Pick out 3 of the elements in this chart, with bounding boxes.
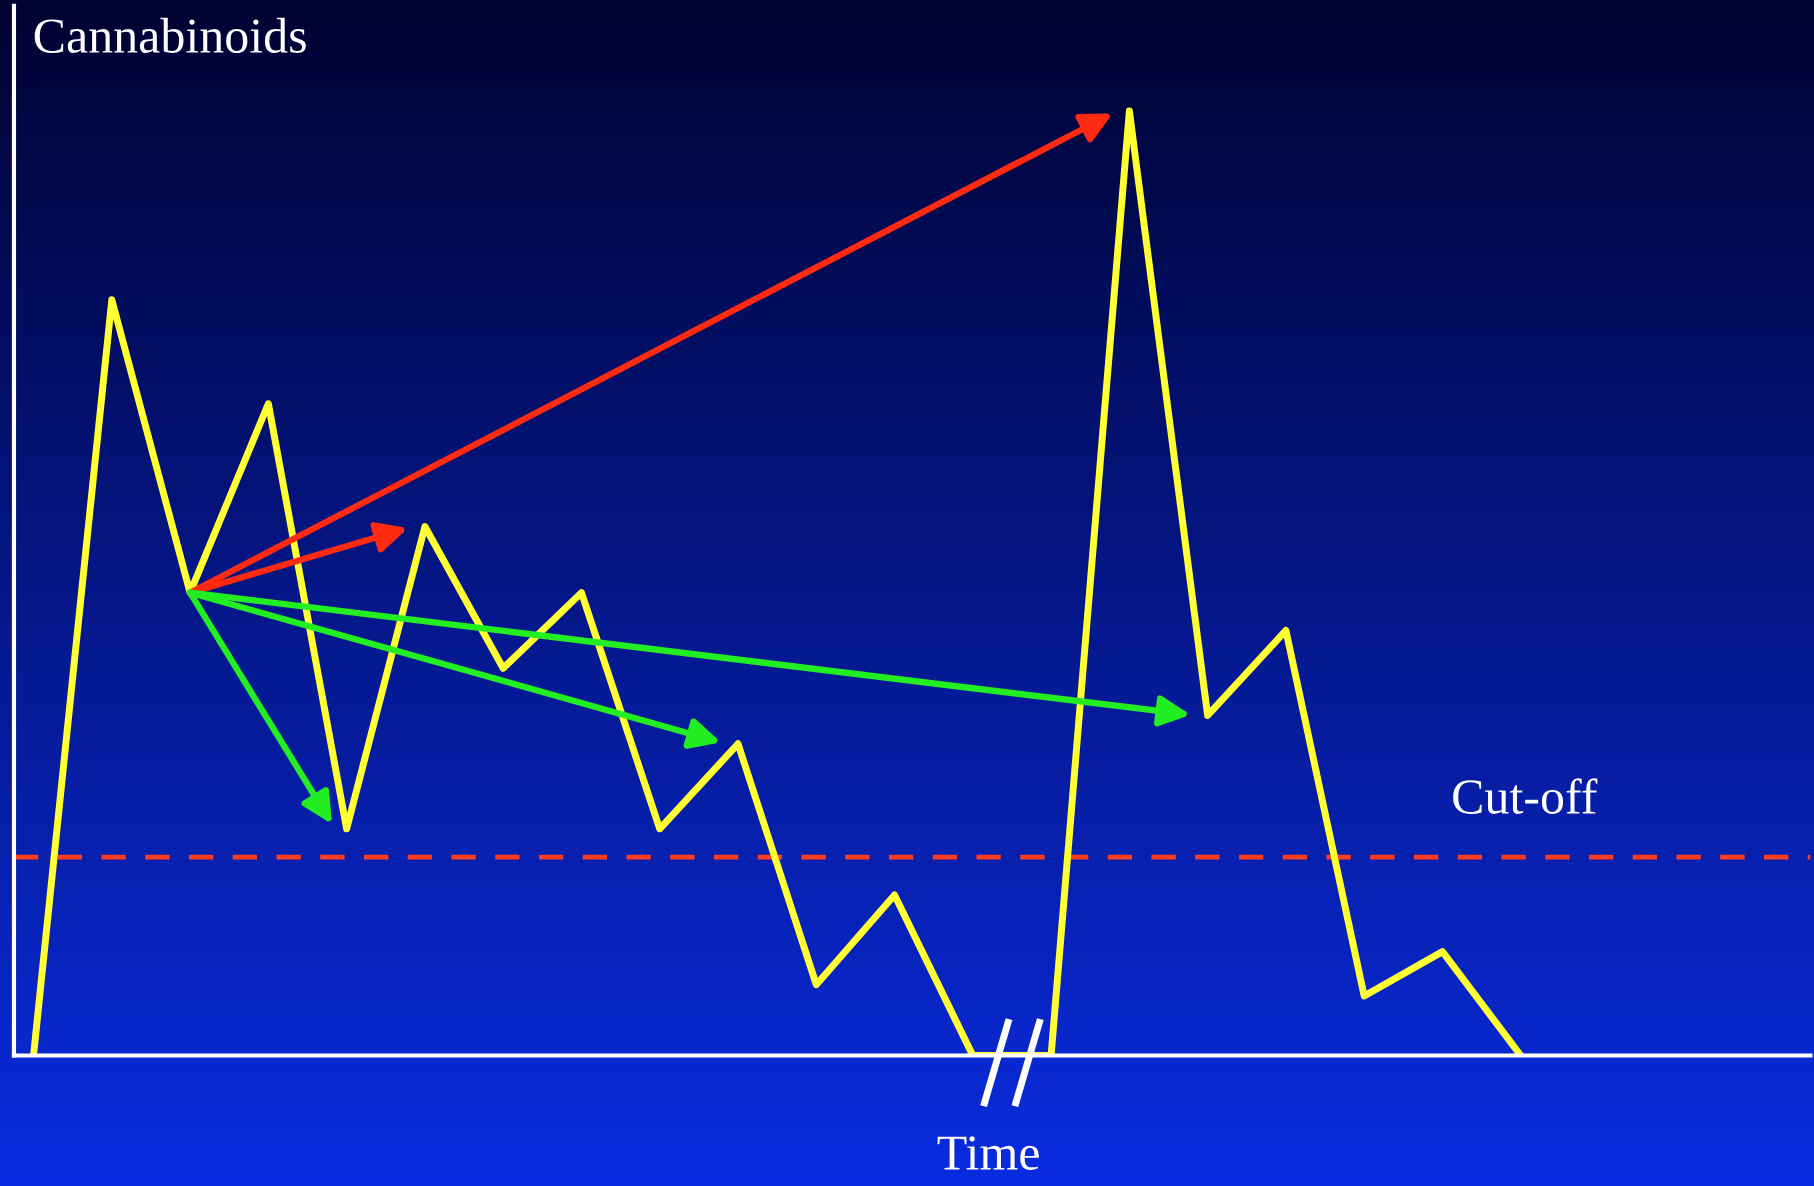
x-axis-title: Time xyxy=(937,1136,1039,1170)
y-axis-title: Cannabinoids xyxy=(34,17,306,53)
ref-line-label: Cut-off xyxy=(1453,778,1598,814)
